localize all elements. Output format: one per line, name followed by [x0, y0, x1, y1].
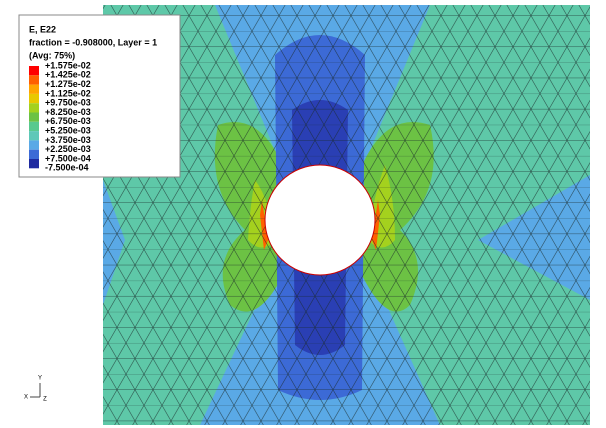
legend-swatch — [29, 140, 39, 150]
legend-swatch — [29, 149, 39, 159]
legend-subtitle: fraction = -0.908000, Layer = 1 — [29, 37, 157, 47]
legend-swatch — [29, 103, 39, 113]
legend-swatch — [29, 159, 39, 169]
legend-box — [18, 14, 181, 178]
legend-swatch — [29, 121, 39, 132]
legend-label: +1.275e-02 — [45, 79, 91, 89]
legend-swatch — [29, 131, 39, 141]
legend-label: +2.250e-03 — [45, 144, 91, 154]
legend-swatch — [29, 75, 39, 85]
triad-label: X — [24, 395, 28, 401]
legend-label: +5.250e-03 — [45, 125, 91, 135]
triad-label: Y — [38, 376, 42, 382]
contour-plot — [103, 5, 590, 425]
legend-label: +3.750e-03 — [45, 135, 91, 145]
legend-label: +7.500e-04 — [45, 153, 91, 163]
triad-label: Z — [43, 397, 47, 403]
legend-label: +8.250e-03 — [45, 107, 91, 117]
legend-swatch — [29, 93, 39, 104]
legend: E, E22 fraction = -0.908000, Layer = 1 (… — [18, 14, 181, 178]
hole — [264, 164, 376, 276]
legend-label: +1.125e-02 — [45, 88, 91, 98]
legend-swatch — [29, 84, 39, 94]
legend-label: +1.425e-02 — [45, 70, 91, 80]
legend-title: E, E22 — [29, 24, 56, 34]
legend-label: -7.500e-04 — [45, 163, 89, 173]
legend-swatch — [29, 112, 39, 122]
legend-label: +6.750e-03 — [45, 116, 91, 126]
legend-swatch — [29, 66, 39, 76]
legend-label: +1.575e-02 — [45, 60, 91, 70]
legend-label: +9.750e-03 — [45, 98, 91, 108]
legend-averaging: (Avg: 75%) — [29, 50, 75, 60]
triad: Y X Z — [24, 376, 47, 403]
